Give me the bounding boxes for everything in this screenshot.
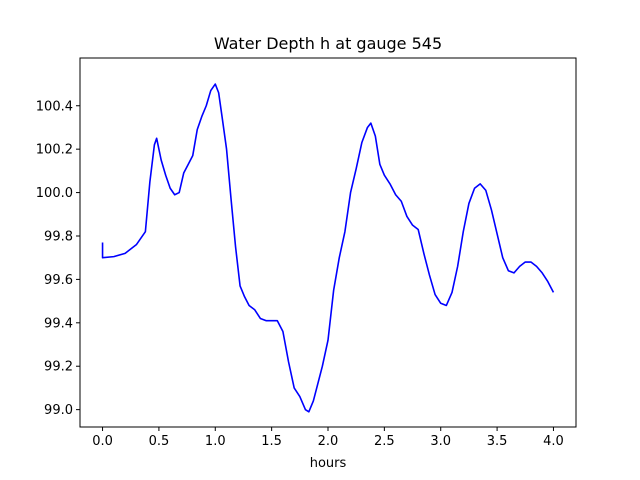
plot-frame: [79, 57, 577, 428]
y-tick-label: 100.2: [36, 143, 73, 158]
y-axis: 99.0 99.2 99.4 99.6 99.8 100.0 100.2 100.4: [36, 99, 80, 418]
y-tick-label: 99.2: [44, 360, 73, 375]
series-line-0: [101, 83, 555, 413]
x-tick-label: 0.0: [92, 434, 113, 449]
y-tick-label: 99.8: [44, 229, 73, 244]
y-tick-label: 99.0: [44, 403, 73, 418]
plot-area: [79, 57, 577, 428]
x-tick-label: 0.5: [149, 434, 170, 449]
y-tick-label: 99.4: [44, 316, 73, 331]
x-tick-label: 2.5: [374, 434, 395, 449]
y-tick-label: 100.0: [36, 186, 73, 201]
x-tick-label: 1.0: [205, 434, 226, 449]
chart-title: Water Depth h at gauge 545: [214, 34, 442, 53]
x-tick-label: 3.5: [487, 434, 508, 449]
y-tick-label: 99.6: [44, 273, 73, 288]
x-tick-label: 3.0: [430, 434, 451, 449]
x-axis-label: hours: [310, 456, 347, 471]
x-tick-label: 2.0: [318, 434, 339, 449]
x-tick-label: 4.0: [543, 434, 564, 449]
x-axis: 0.0 0.5 1.0 1.5 2.0 2.5 3.0 3.5 4.0: [92, 427, 564, 449]
y-tick-label: 100.4: [36, 99, 73, 114]
x-tick-label: 1.5: [261, 434, 282, 449]
